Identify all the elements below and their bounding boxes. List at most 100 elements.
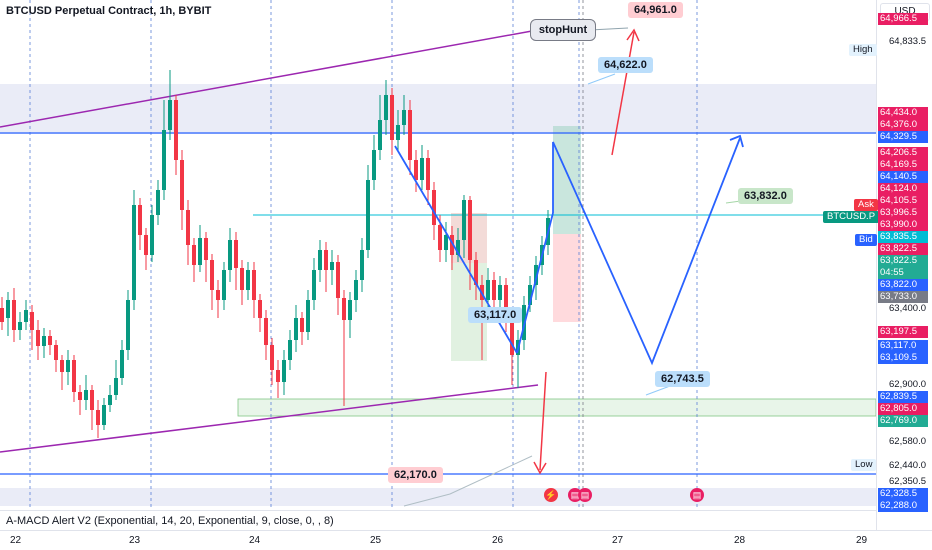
candle-body [312,270,316,300]
price-label: 62,350.5 [889,476,926,488]
target-up-callout[interactable]: 64,961.0 [628,2,683,18]
candle-body [252,270,256,300]
symbol-title[interactable]: BTCUSD Perpetual Contract, 1h, BYBIT [6,5,212,17]
price-label: 63,733.0 [878,291,928,304]
price-label: 64,169.5 [878,159,928,172]
candle-body [186,210,190,245]
candle-body [198,238,202,265]
candle-body [324,250,328,270]
price-label: 64,105.5 [878,195,928,208]
time-axis[interactable]: 22 23 24 25 26 27 28 29 [0,530,932,550]
price-label: 63,117.0 [878,340,928,353]
candle-body [6,300,10,318]
time-label: 26 [492,535,504,546]
price-label: 63,990.0 [878,219,928,232]
resistance-callout[interactable]: 64,622.0 [598,57,653,73]
candle-body [426,158,430,190]
projection-arrowhead [729,134,744,148]
price-label: 63,822.5 [878,243,928,256]
price-label: 63,400.0 [889,303,926,315]
price-label: 04:55 [878,267,928,280]
time-label: 29 [856,535,868,546]
target-down-connector [403,455,533,507]
economic-event-icon-2[interactable]: ▤ [578,488,592,502]
candle-body [510,315,514,355]
price-label: 64,206.5 [878,147,928,160]
stophunt-connector [589,27,629,31]
indicator-legend[interactable]: A-MACD Alert V2 (Exponential, 14, 20, Ex… [6,515,334,527]
candle-body [360,250,364,280]
candle-body [318,250,322,270]
candle-body [108,395,112,405]
candle-body [276,370,280,382]
candle-body [138,205,142,235]
candle-body [438,225,442,250]
candle-body [486,280,490,300]
candle-body [348,300,352,320]
entry-callout[interactable]: 63,117.0 [468,307,523,323]
target-level-callout[interactable]: 63,832.0 [738,188,793,204]
price-label: 62,288.0 [878,500,928,513]
price-label: 62,900.0 [889,378,926,390]
price-label: 62,580.0 [889,435,926,447]
candle-body [432,190,436,225]
candle-body [396,125,400,140]
candle-body [72,360,76,392]
candle-body [408,110,412,160]
candle-body [204,238,208,260]
support-callout-connector [645,385,671,396]
price-label: 63,109.5 [878,352,928,365]
candle-body [18,322,22,330]
candle-body [78,392,82,400]
price-label: 64,833.5 [889,36,926,48]
recovery-line [516,212,554,354]
candle-body [372,150,376,180]
price-label: 62,328.5 [878,488,928,501]
low-tag: Low [851,459,877,471]
candle-body [216,290,220,300]
time-label: 23 [129,535,141,546]
price-label: 63,996.5 [878,207,928,220]
time-label: 24 [249,535,261,546]
price-label: 62,839.5 [878,390,928,403]
candle-body [156,190,160,215]
candle-body [336,262,340,298]
price-label: 64,140.5 [878,171,928,184]
candle-body [366,180,370,250]
candle-body [132,205,136,300]
price-chart-pane[interactable]: BTCUSD Perpetual Contract, 1h, BYBIT sto… [0,0,876,510]
candle-body [246,270,250,290]
chart-canvas[interactable] [0,0,876,510]
economic-event-icon-3[interactable]: ▤ [690,488,704,502]
candle-body [498,285,502,300]
price-label: 64,124.0 [878,183,928,196]
candle-body [126,300,130,350]
resistance-callout-connector [587,73,616,85]
candle-body [240,268,244,290]
support-callout[interactable]: 62,743.5 [655,371,710,387]
price-label: 64,329.5 [878,131,928,144]
time-label: 22 [10,535,22,546]
candle-body [102,405,106,425]
target-down-arrowhead [533,461,547,475]
lower-trendline [0,384,539,453]
target-down-arrow [539,371,547,471]
earnings-event-icon[interactable]: ⚡ [544,488,558,502]
resistance-zone [0,84,876,134]
candle-body [210,260,214,290]
candle-body [504,285,508,315]
candle-body [174,100,178,160]
target-down-callout[interactable]: 62,170.0 [388,467,443,483]
candle-body [168,100,172,130]
candle-body [12,300,16,330]
indicator-pane[interactable]: A-MACD Alert V2 (Exponential, 14, 20, Ex… [0,510,876,531]
candle-body [0,308,4,322]
candle-body [66,360,70,372]
long-stop-box [553,234,581,322]
stophunt-callout[interactable]: stopHunt [530,19,596,41]
candle-body [192,245,196,265]
candle-body [144,235,148,255]
candle-body [270,345,274,370]
candle-body [330,262,334,270]
